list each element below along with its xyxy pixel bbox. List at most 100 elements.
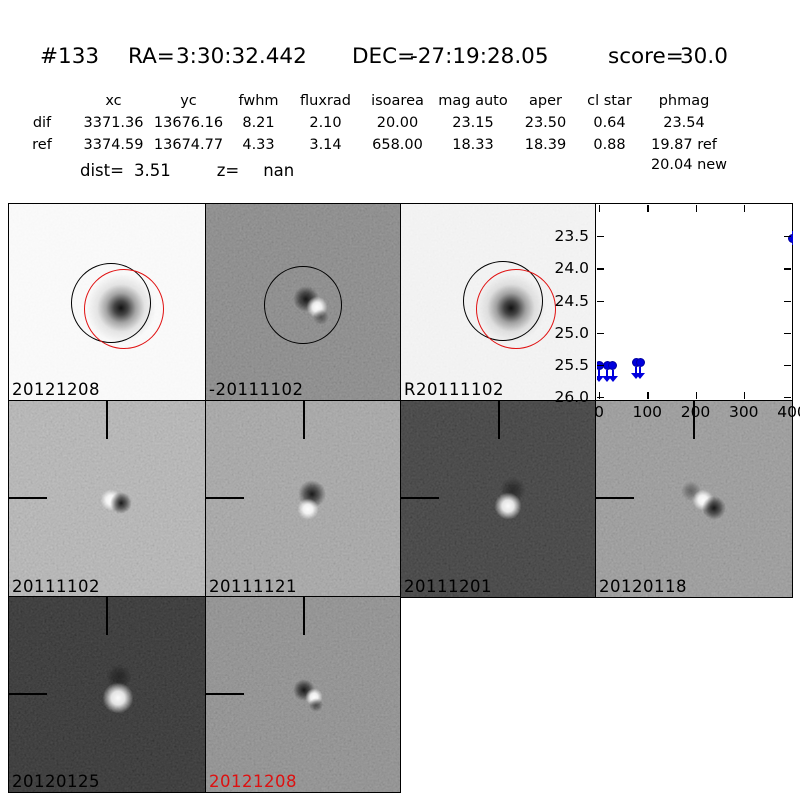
x-tick-label: 0	[594, 403, 604, 421]
dipole-dark-blob	[702, 496, 726, 520]
col-header-aper: aper	[529, 93, 562, 109]
ref-aperture-circle	[264, 266, 342, 344]
crosshair-left-tick	[401, 497, 439, 499]
y-tick-label: 23.5	[554, 227, 589, 246]
col-header-fluxrad: fluxrad	[300, 93, 351, 109]
y-tick	[784, 397, 791, 399]
y-tick-label: 26.0	[554, 388, 589, 406]
cutout-label: 20111121	[209, 577, 297, 596]
y-tick	[784, 364, 791, 367]
row-label-dif: dif	[32, 115, 52, 131]
col-header-magauto: mag auto	[438, 93, 508, 109]
x-tick-label: 200	[680, 403, 711, 421]
limit-arrow-stem	[611, 369, 614, 376]
lightcurve-points	[597, 205, 793, 401]
y-tick-label: 25.0	[554, 323, 589, 342]
cutout-label: 20120125	[12, 772, 100, 791]
limit-arrow-head	[607, 375, 618, 382]
cell-ref-clstar: 0.88	[593, 137, 626, 153]
candidate-id: #133	[40, 44, 100, 69]
cell-ref-xc: 3374.59	[83, 137, 144, 153]
cutout-label: 20111102	[12, 577, 100, 596]
z-label: z=	[216, 161, 240, 180]
limit-arrow-stem	[639, 366, 642, 373]
phmag-new-value: 20.04 new	[650, 157, 728, 173]
cell-ref-magauto: 18.33	[452, 137, 494, 153]
y-tick	[597, 332, 604, 334]
cell-ref-yc: 13674.77	[153, 137, 224, 153]
cutout-epoch-20111121: 20111121	[205, 400, 401, 598]
cutout-label: 20111201	[404, 577, 492, 596]
col-header-xc: xc	[105, 93, 122, 109]
cutout-epoch-20120118: 20120118	[595, 400, 793, 598]
x-tick	[792, 392, 794, 399]
page-title: #133 RA= 3:30:32.442 DEC= -27:19:28.05 s…	[0, 44, 800, 72]
row-label-ref: ref	[32, 137, 52, 153]
cutout-epoch-20111201: 20111201	[400, 400, 596, 598]
col-header-fwhm: fwhm	[238, 93, 279, 109]
cutout-label: -20111102	[209, 380, 304, 399]
x-tick	[599, 392, 601, 399]
data-point	[788, 233, 793, 243]
limit-arrow-stem	[606, 369, 609, 376]
score-value: 30.0	[680, 44, 728, 69]
cutout-label: 20120118	[599, 577, 687, 596]
col-header-yc: yc	[180, 93, 197, 109]
y-tick	[784, 300, 791, 302]
x-tick	[647, 392, 649, 399]
limit-arrow-head	[597, 375, 604, 382]
ra-value: 3:30:32.442	[176, 44, 307, 69]
crosshair-left-tick	[596, 497, 634, 499]
corner-cell	[8, 90, 76, 112]
cutout-label: 20121208	[12, 380, 100, 399]
cell-dif-xc: 3371.36	[83, 115, 144, 131]
cell-ref-fluxrad: 3.14	[309, 137, 342, 153]
dec-value: -27:19:28.05	[410, 44, 549, 69]
x-tick-label: 100	[632, 403, 663, 421]
cell-dif-isoarea: 20.00	[376, 115, 419, 131]
x-tick	[792, 205, 794, 212]
limit-arrow-stem	[635, 366, 638, 373]
y-tick-label: 24.5	[554, 291, 589, 310]
dist-label: dist=	[80, 161, 124, 180]
x-tick	[743, 392, 746, 399]
cutout-new-inverted: 20121208	[8, 203, 206, 401]
cutout-label: R20111102	[404, 380, 504, 399]
x-tick	[599, 205, 601, 212]
measurements-table: xc yc fwhm fluxrad isoarea mag auto aper…	[8, 90, 729, 156]
cell-ref-aper: 18.39	[524, 137, 567, 153]
y-tick	[597, 268, 604, 270]
crosshair-top-tick	[303, 401, 305, 439]
cell-ref-isoarea: 658.00	[372, 137, 423, 153]
cutout-diff-inverted: -20111102	[205, 203, 401, 401]
cell-dif-magauto: 23.15	[452, 115, 494, 131]
y-tick-label: 25.5	[554, 355, 589, 374]
dipole-dark-blob	[110, 492, 132, 514]
cell-ref-fwhm: 4.33	[242, 137, 275, 153]
source-blob	[494, 492, 522, 520]
col-header-clstar: cl star	[587, 93, 632, 109]
x-tick	[695, 392, 697, 399]
col-header-isoarea: isoarea	[371, 93, 424, 109]
y-tick	[784, 332, 791, 334]
y-tick	[784, 236, 791, 238]
crosshair-top-tick	[106, 597, 108, 635]
y-tick	[597, 364, 604, 367]
dist-value: 3.51	[133, 161, 171, 180]
cell-dif-yc: 13676.16	[153, 115, 224, 131]
cell-dif-phmag: 23.54	[663, 115, 705, 131]
z-value: nan	[263, 161, 295, 180]
cell-dif-fluxrad: 2.10	[309, 115, 342, 131]
x-tick-label: 300	[728, 403, 759, 421]
x-tick	[647, 205, 649, 212]
y-tick	[597, 300, 604, 302]
cutout-label: 20121208	[209, 772, 297, 791]
crosshair-left-tick	[206, 497, 244, 499]
dec-label: DEC=	[352, 44, 416, 69]
ra-label: RA=	[128, 44, 175, 69]
y-tick	[784, 268, 791, 270]
limit-arrow-stem	[598, 369, 600, 376]
x-tick	[743, 205, 746, 212]
y-tick-label: 24.0	[554, 259, 589, 278]
cell-dif-aper: 23.50	[524, 115, 567, 131]
